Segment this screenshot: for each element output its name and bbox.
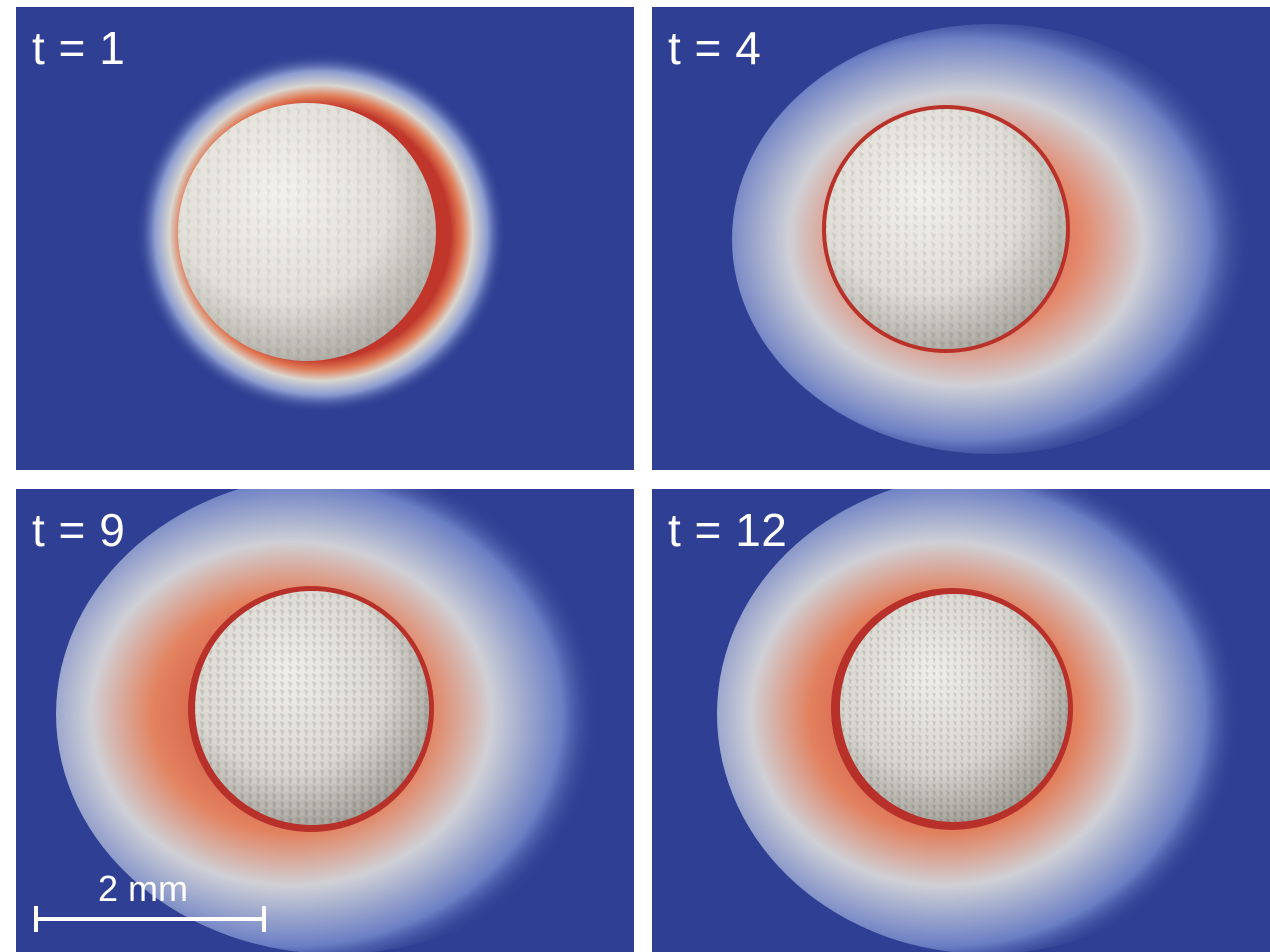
time-label: t = 9 bbox=[32, 504, 126, 556]
panel-t9: t = 9 2 mm bbox=[16, 489, 634, 952]
panel-t12: t = 12 bbox=[652, 489, 1270, 952]
time-label: t = 12 bbox=[668, 504, 788, 556]
scale-bar-label: 2 mm bbox=[98, 868, 188, 909]
panel-t1: t = 1 bbox=[16, 7, 634, 470]
panel-t4: t = 4 bbox=[652, 7, 1270, 470]
field-render-t1 bbox=[16, 7, 634, 470]
time-label: t = 1 bbox=[32, 22, 126, 74]
time-label: t = 4 bbox=[668, 22, 762, 74]
field-render-t12 bbox=[652, 489, 1270, 952]
field-render-t4 bbox=[652, 7, 1270, 470]
scale-bar-tick-left bbox=[34, 906, 38, 932]
field-render-t9 bbox=[16, 489, 634, 952]
scale-bar bbox=[34, 917, 264, 921]
scale-bar-tick-right bbox=[262, 906, 266, 932]
